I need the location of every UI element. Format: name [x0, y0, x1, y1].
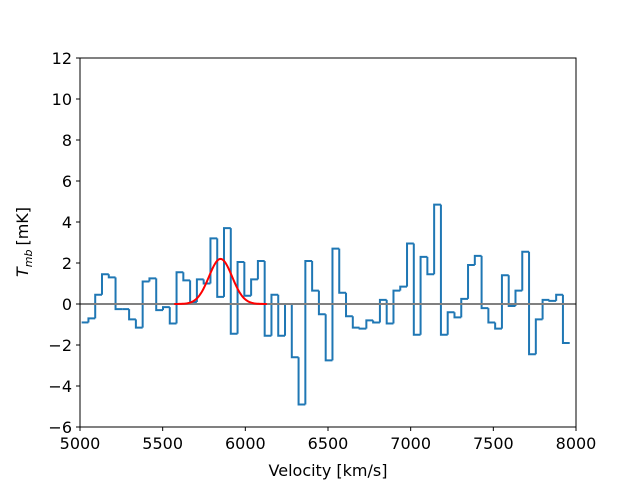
step-segment [284, 303, 292, 336]
step-segment [161, 306, 170, 311]
step-segment [399, 285, 408, 291]
step-segment [487, 308, 496, 324]
step-segment [277, 294, 286, 337]
y-tick-label: 6 [62, 172, 72, 191]
step-segment [202, 279, 211, 285]
step-segment [467, 264, 475, 299]
step-segment [351, 316, 360, 329]
step-segment [439, 204, 448, 336]
x-tick-label: 7000 [390, 434, 431, 453]
step-segment [426, 256, 435, 276]
step-segment [473, 254, 482, 266]
gaussian-fit [174, 257, 267, 305]
step-segment [555, 293, 563, 301]
step-segment [385, 299, 394, 325]
step-segment [263, 260, 272, 337]
step-segment [209, 237, 218, 284]
y-tick-label: 12 [52, 49, 72, 68]
step-segment [528, 251, 536, 356]
step-segment [128, 309, 136, 321]
step-segment [561, 294, 570, 344]
step-segment [406, 242, 414, 287]
step-segment [141, 280, 150, 328]
step-segment [514, 289, 523, 307]
x-tick-label: 6000 [225, 434, 266, 453]
step-segment [311, 260, 319, 292]
step-segment [114, 277, 123, 311]
step-segment [324, 314, 333, 362]
step-segment [134, 319, 143, 329]
step-segment [229, 228, 238, 335]
x-tick-label: 5000 [60, 434, 101, 453]
step-segment [372, 320, 380, 324]
x-tick-label: 7500 [473, 434, 514, 453]
step-segment [331, 247, 340, 361]
step-segment [94, 293, 102, 319]
step-segment [358, 327, 367, 330]
step-segment [507, 275, 516, 308]
y-tick-label: 2 [62, 254, 72, 273]
step-segment [175, 271, 184, 324]
step-segment [541, 298, 550, 320]
step-segment [433, 203, 441, 275]
step-segment [107, 274, 116, 279]
step-segment [182, 272, 191, 282]
y-label-subscript: mb [22, 250, 35, 268]
step-segment [338, 248, 347, 294]
step-segment [148, 277, 157, 282]
step-segment [290, 304, 299, 359]
step-segment [412, 243, 421, 336]
step-segment [500, 274, 509, 329]
step-segment [216, 238, 225, 298]
step-segment [155, 278, 163, 312]
y-label-symbol: T [13, 266, 32, 277]
y-tick-label: −6 [48, 418, 72, 437]
y-tick-label: 8 [62, 131, 72, 150]
step-segment [345, 292, 353, 318]
step-segment [419, 255, 428, 335]
step-segment [494, 322, 502, 330]
step-segment [223, 227, 231, 297]
step-segment [378, 298, 387, 323]
step-segment [317, 290, 326, 316]
y-tick-label: 0 [62, 295, 72, 314]
step-segment [168, 307, 177, 325]
step-segment [100, 273, 109, 295]
y-label-unit: [mK] [13, 207, 32, 246]
step-segment [446, 311, 455, 335]
x-tick-label: 5500 [142, 434, 183, 453]
y-tick-label: −2 [48, 336, 72, 355]
step-segment [548, 299, 557, 302]
step-segment [460, 297, 469, 318]
step-segment [480, 255, 489, 310]
step-segment [304, 259, 313, 405]
y-axis-label: Tmb [mK] [13, 207, 35, 277]
x-axis-label: Velocity [km/s] [269, 461, 388, 480]
step-segment [297, 357, 306, 406]
step-segment [534, 318, 543, 355]
y-tick-label: −4 [48, 377, 72, 396]
y-tick-label: 10 [52, 90, 72, 109]
step-segment [250, 278, 258, 296]
step-segment [521, 250, 530, 291]
step-segment [392, 289, 401, 324]
x-tick-label: 8000 [556, 434, 597, 453]
step-segment [195, 278, 204, 302]
step-segment [365, 319, 374, 329]
step-segment [270, 293, 279, 336]
plot-frame [79, 57, 577, 428]
step-segment [236, 260, 245, 334]
step-segment [256, 259, 265, 280]
step-segment [453, 312, 462, 319]
x-tick-label: 6500 [308, 434, 349, 453]
step-segment [243, 261, 252, 297]
y-tick-label: 4 [62, 213, 72, 232]
step-segment [87, 317, 96, 323]
